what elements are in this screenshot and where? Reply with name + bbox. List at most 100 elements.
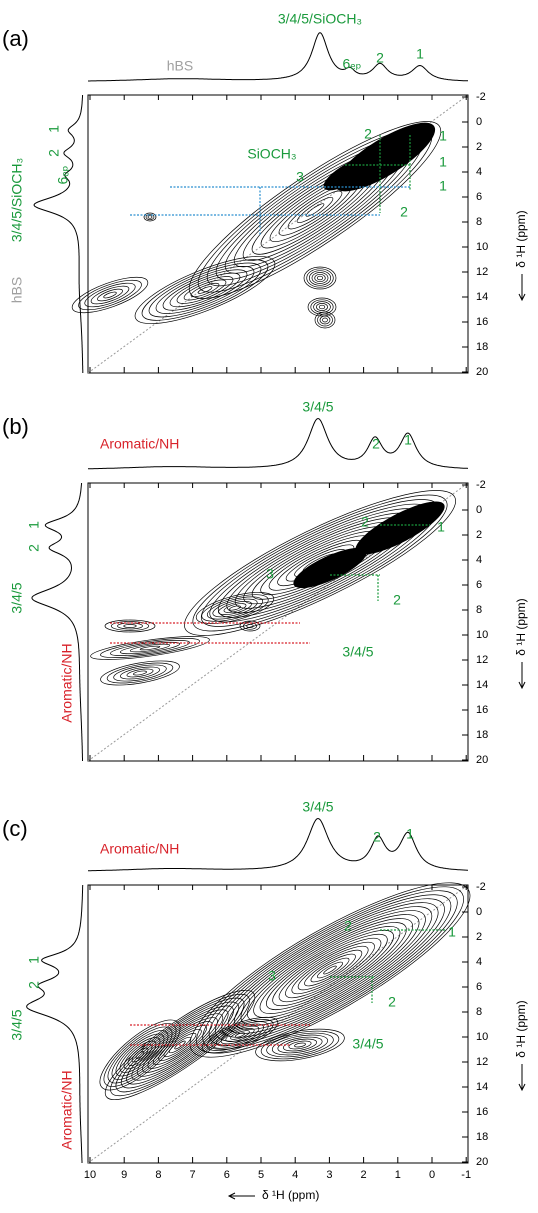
x-tick-label: 3	[326, 1169, 332, 1181]
y-tick-label: 8	[476, 1006, 482, 1018]
y-tick-label: 4	[476, 956, 482, 968]
contour	[201, 594, 269, 622]
contour	[239, 620, 261, 632]
top-label: 2	[372, 436, 380, 452]
contour	[304, 953, 356, 987]
top-label: Aromatic/NH	[100, 436, 179, 452]
contour	[129, 643, 171, 653]
left-label: 6ₑₚ	[55, 166, 71, 185]
x-tick-label: 1	[395, 1169, 401, 1181]
contour	[319, 315, 331, 325]
inner-label: 3/4/5	[352, 1036, 383, 1052]
left-spectrum	[26, 885, 84, 1163]
top-spectrum	[87, 417, 469, 470]
contour	[113, 664, 167, 682]
y-tick-label: 10	[476, 1031, 488, 1043]
top-label: 3/4/5	[302, 399, 333, 415]
top-label: 3/4/5/SiOCH₃	[278, 11, 362, 27]
y-tick-label: 14	[476, 1081, 488, 1093]
contour	[155, 266, 255, 314]
y-tick-label: 18	[476, 1131, 488, 1143]
diagonal	[87, 884, 469, 1164]
y-tick-label: 18	[476, 341, 488, 353]
contour	[148, 262, 262, 318]
contour	[322, 317, 328, 323]
contour	[305, 203, 325, 217]
y-tick-label: -2	[476, 479, 486, 491]
contour	[225, 1028, 255, 1042]
contour	[119, 1037, 161, 1073]
y-tick-label: 20	[476, 754, 488, 766]
contour	[120, 1001, 240, 1089]
contours	[99, 882, 471, 1101]
y-tick-label: 20	[476, 1156, 488, 1168]
contour	[223, 603, 247, 613]
contour	[316, 275, 324, 281]
y-tick-label: 10	[476, 241, 488, 253]
x-tick-label: 9	[121, 1169, 127, 1181]
contour	[145, 213, 155, 221]
contour	[260, 1030, 340, 1060]
contour	[106, 662, 174, 684]
contour	[123, 624, 137, 628]
top-label: hBS	[167, 58, 193, 74]
contour	[196, 886, 464, 1054]
contour	[152, 1025, 208, 1065]
contour	[201, 1016, 279, 1054]
inner-label: 2	[344, 918, 352, 934]
inner-label: 1	[437, 519, 445, 535]
panel-label: (c)	[2, 816, 28, 841]
contour	[229, 605, 241, 611]
contour-dense	[293, 547, 367, 589]
contour	[234, 1032, 246, 1038]
inner-label: 2	[361, 514, 369, 530]
x-tick-label: 6	[224, 1169, 230, 1181]
contour	[306, 268, 334, 288]
contour	[307, 297, 337, 317]
top-label: Aromatic/NH	[100, 841, 179, 857]
contour	[110, 621, 150, 631]
left-label: 3/4/5	[9, 582, 25, 613]
top-label: 6ₑₚ	[343, 56, 362, 72]
contour	[271, 1034, 329, 1056]
panel-label: (b)	[2, 414, 29, 439]
contour	[123, 1040, 157, 1070]
contour	[220, 1025, 260, 1045]
panel: (a) 3/4/5/SiOCH₃ hBS 6ₑₚ 2 1 3/4/5/SiOCH₃ hBS 6ₑ…	[2, 11, 528, 378]
contour	[119, 666, 161, 680]
contour	[216, 1023, 264, 1047]
contour-dense	[323, 155, 377, 191]
contour	[100, 660, 180, 686]
y-tick-label: 18	[476, 729, 488, 741]
contour	[314, 311, 336, 329]
panel-label: (a)	[2, 26, 29, 51]
y-tick-label: 2	[476, 931, 482, 943]
contour	[192, 494, 448, 632]
inner-label: 1	[448, 924, 456, 940]
y-tick-label: 4	[476, 554, 482, 566]
left-label: 1	[26, 956, 42, 964]
contour	[287, 190, 343, 230]
inner-label: 2	[364, 126, 372, 142]
contour	[183, 279, 227, 301]
y-tick-label: 2	[476, 529, 482, 541]
contour	[323, 965, 337, 975]
y-tick-label: 12	[476, 266, 488, 278]
contour	[195, 592, 275, 624]
y-tick-label: 0	[476, 504, 482, 516]
top-label: 1	[416, 46, 424, 62]
contour	[162, 269, 248, 311]
x-tick-label: 7	[190, 1169, 196, 1181]
top-label: 2	[376, 50, 384, 66]
contour	[97, 288, 123, 302]
contour	[174, 1040, 186, 1050]
contour	[110, 993, 250, 1097]
contour	[84, 282, 136, 308]
contour	[218, 601, 252, 615]
top-spectrum	[88, 32, 468, 82]
contour	[103, 291, 117, 299]
contour	[266, 1032, 334, 1058]
left-label: 1	[46, 125, 62, 133]
